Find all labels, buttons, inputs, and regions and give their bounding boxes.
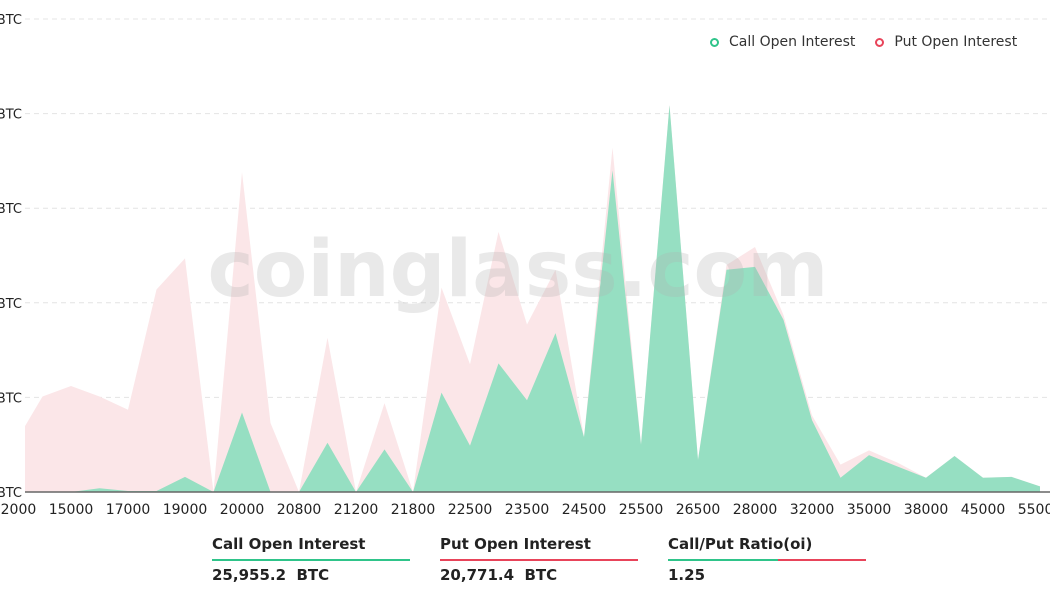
call-area xyxy=(25,105,1040,492)
stat-ratio: Call/Put Ratio(oi) 1.25 xyxy=(668,535,866,584)
x-tick-label: 26500 xyxy=(676,502,721,518)
stat-call-value: 25,955.2 BTC xyxy=(212,566,330,584)
x-tick-label: 28000 xyxy=(733,502,778,518)
summary-stats: Call Open Interest 25,955.2 BTC Put Open… xyxy=(212,535,866,584)
stat-put: Put Open Interest 20,771.4 BTC xyxy=(440,535,638,584)
x-tick-label: 38000 xyxy=(904,502,949,518)
stat-call: Call Open Interest 25,955.2 BTC xyxy=(212,535,410,584)
stat-ratio-value: 1.25 xyxy=(668,566,706,584)
stat-put-title: Put Open Interest xyxy=(440,535,591,553)
x-tick-label: 21800 xyxy=(391,502,436,518)
x-tick-label: 20800 xyxy=(277,502,322,518)
y-tick-label: 5000 BTC xyxy=(0,13,22,28)
put-dot-icon xyxy=(875,37,885,47)
x-tick-label: 17000 xyxy=(106,502,151,518)
x-tick-label: 55000 xyxy=(1018,502,1050,518)
x-tick-label: 19000 xyxy=(163,502,208,518)
legend-call-label: Call Open Interest xyxy=(729,34,856,50)
x-tick-label: 23500 xyxy=(505,502,550,518)
legend-call[interactable]: Call Open Interest xyxy=(710,34,855,50)
x-axis-labels: 12000 15000 17000 19000 20000 20800 21200 21800… xyxy=(0,502,1050,518)
legend-put[interactable]: Put Open Interest xyxy=(875,34,1017,50)
x-tick-label: 32000 xyxy=(790,502,835,518)
x-tick-label: 12000 xyxy=(0,502,36,518)
stat-put-value: 20,771.4 BTC xyxy=(440,566,558,584)
x-tick-label: 35000 xyxy=(847,502,892,518)
y-tick-label: 3000 BTC xyxy=(0,202,22,217)
x-tick-label: 15000 xyxy=(49,502,94,518)
legend-put-label: Put Open Interest xyxy=(894,34,1018,50)
ratio-call-segment xyxy=(668,559,778,561)
x-tick-label: 24500 xyxy=(562,502,607,518)
stat-put-bar xyxy=(440,559,638,561)
y-tick-label: 2000 BTC xyxy=(0,297,22,312)
stat-call-bar xyxy=(212,559,410,561)
stat-call-title: Call Open Interest xyxy=(212,535,366,553)
watermark: coinglass.com xyxy=(208,225,829,315)
call-dot-icon xyxy=(710,37,719,47)
stat-ratio-bar xyxy=(668,559,866,561)
y-axis-labels: 0 BTC 1000 BTC 2000 BTC 3000 BTC 4000 BTC 500… xyxy=(0,13,22,501)
x-tick-label: 45000 xyxy=(961,502,1006,518)
x-tick-label: 22500 xyxy=(448,502,493,518)
x-tick-label: 25500 xyxy=(619,502,664,518)
ratio-put-segment xyxy=(777,559,866,561)
y-tick-label: 1000 BTC xyxy=(0,391,22,406)
x-tick-label: 21200 xyxy=(334,502,379,518)
stat-ratio-title: Call/Put Ratio(oi) xyxy=(668,535,813,553)
y-tick-label: 0 BTC xyxy=(0,486,22,501)
areas xyxy=(25,105,1040,492)
open-interest-chart: 0 BTC 1000 BTC 2000 BTC 3000 BTC 4000 BTC 500… xyxy=(0,13,1050,518)
x-tick-label: 20000 xyxy=(220,502,265,518)
y-tick-label: 4000 BTC xyxy=(0,108,22,123)
legend: Call Open Interest Put Open Interest xyxy=(710,34,1017,50)
